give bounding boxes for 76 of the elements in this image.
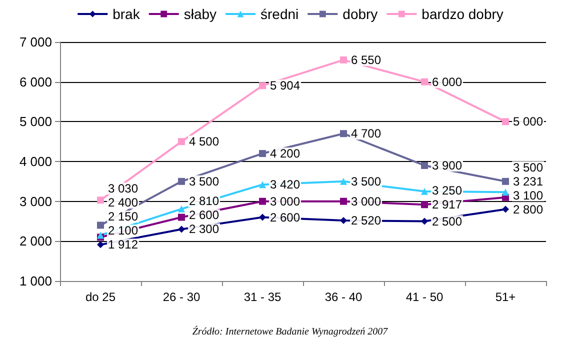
y-tick-label: 5 000 <box>19 114 52 130</box>
y-tick-label: 2 000 <box>19 234 52 249</box>
data-label: 4 200 <box>270 146 300 161</box>
point <box>178 214 185 221</box>
point <box>421 162 428 169</box>
point <box>178 226 185 233</box>
y-tick-label: 6 000 <box>19 74 52 90</box>
data-label: 3 500 <box>513 160 544 174</box>
point <box>259 181 266 188</box>
point <box>340 56 347 64</box>
point <box>97 196 104 204</box>
y-tick-label: 1 000 <box>19 274 52 288</box>
point <box>178 138 185 146</box>
data-label: 2 300 <box>189 222 220 236</box>
point <box>340 178 347 185</box>
data-label: 2 400 <box>108 196 138 210</box>
data-label: 6 000 <box>432 74 462 89</box>
data-label: 5 000 <box>513 114 544 129</box>
x-tick-label: do 25 <box>85 290 116 304</box>
x-tick-label: 26 - 30 <box>162 290 201 304</box>
data-label: 2 500 <box>432 214 462 228</box>
point <box>421 201 428 208</box>
data-label: 2 100 <box>108 224 138 238</box>
y-tick-label: 7 000 <box>19 34 52 50</box>
x-tick-label: 51+ <box>495 290 516 304</box>
point <box>502 178 509 185</box>
data-label: 2 800 <box>513 202 544 216</box>
point <box>340 130 347 138</box>
text: Źródło: Internetowe Badanie Wynagrodzeń 2007 <box>192 326 389 338</box>
point <box>421 78 428 86</box>
legend-label: słaby <box>184 6 217 22</box>
data-label: 3 900 <box>432 158 462 172</box>
data-label: 4 500 <box>189 134 220 149</box>
data-label: 3 500 <box>351 174 382 188</box>
x-tick-label: 36 - 40 <box>324 290 363 304</box>
point <box>97 241 104 248</box>
data-label: 1 912 <box>108 238 138 252</box>
data-label: 2 600 <box>270 210 300 224</box>
point <box>259 198 266 205</box>
data-label: 2 150 <box>108 210 138 224</box>
legend-label: bardzo dobry <box>422 6 504 22</box>
data-label: 3 231 <box>513 174 544 188</box>
point <box>97 222 104 229</box>
x-tick-label: 41 - 50 <box>406 290 444 304</box>
data-label: 3 000 <box>270 194 300 208</box>
point <box>178 205 185 212</box>
data-label: 3 030 <box>108 182 138 196</box>
point <box>340 198 347 205</box>
point <box>502 188 509 196</box>
point <box>259 214 266 221</box>
x-tick-label: 31 - 35 <box>244 290 282 304</box>
data-label: 2 810 <box>189 194 220 208</box>
point <box>421 218 428 225</box>
data-label: 3 250 <box>432 184 462 198</box>
legend-label: średni <box>260 6 299 22</box>
point <box>340 216 347 224</box>
y-tick-label: 4 000 <box>19 154 52 169</box>
data-label: 3 420 <box>270 178 300 192</box>
data-label: 3 100 <box>513 188 544 202</box>
point <box>502 118 509 126</box>
data-label: 6 550 <box>351 52 382 67</box>
data-label: 2 600 <box>189 208 220 222</box>
legend-label: dobry <box>342 6 378 22</box>
data-label: 3 500 <box>189 174 220 188</box>
y-tick-label: 3 000 <box>19 194 52 209</box>
data-label: 3 000 <box>351 194 382 208</box>
point <box>178 178 185 185</box>
point <box>421 188 428 195</box>
data-label: 5 904 <box>270 78 300 93</box>
point <box>259 150 266 158</box>
data-label: 2 520 <box>351 213 382 228</box>
point <box>259 82 266 90</box>
data-label: 2 917 <box>432 198 462 212</box>
legend-label: brak <box>112 6 141 22</box>
point <box>502 206 509 213</box>
data-label: 4 700 <box>351 126 382 141</box>
